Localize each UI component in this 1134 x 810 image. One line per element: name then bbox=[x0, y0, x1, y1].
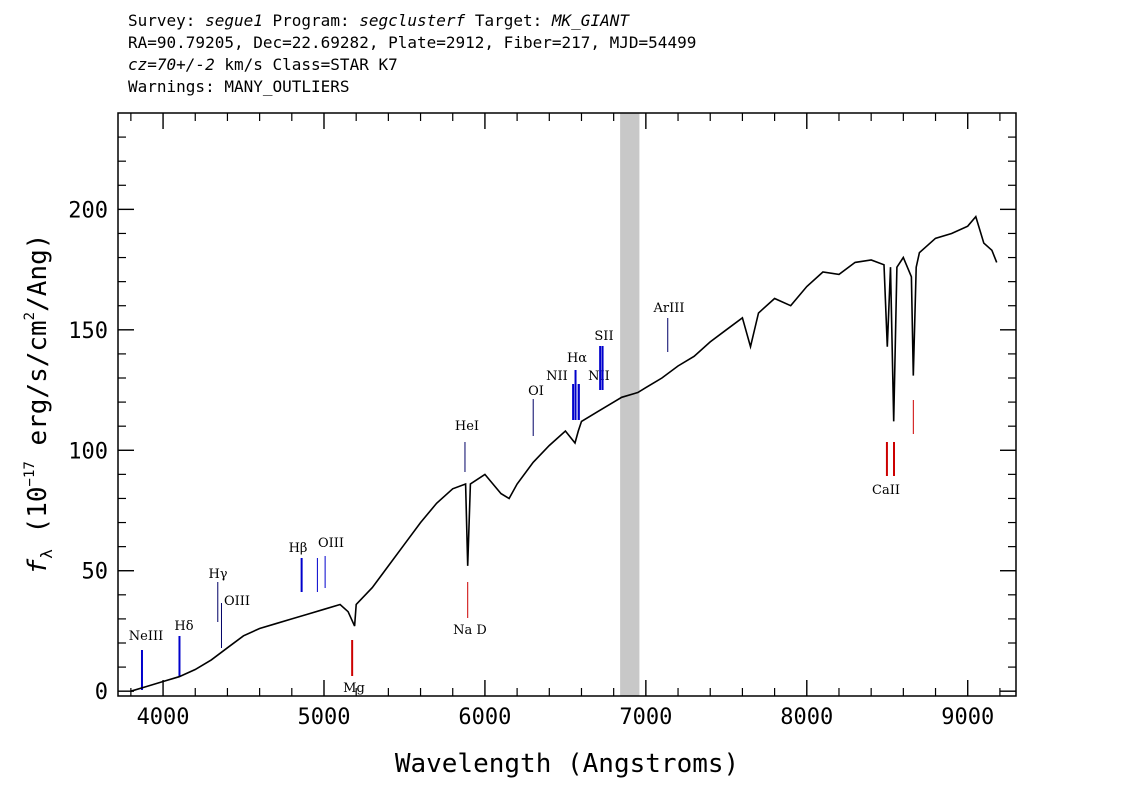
x-axis-label: Wavelength (Angstroms) bbox=[395, 749, 739, 779]
spectrum-header: Survey: segue1 Program: segclusterf Targ… bbox=[128, 10, 696, 98]
y-axis-label: fλ (10−17 erg/s/cm2/Ang) bbox=[22, 234, 56, 575]
header-line-target: Survey: segue1 Program: segclusterf Targ… bbox=[128, 10, 696, 32]
absorption-line-label: Mg bbox=[343, 681, 365, 696]
x-tick-label: 9000 bbox=[941, 705, 994, 730]
y-axis-label-part1: (10 bbox=[23, 486, 53, 549]
x-tick-label: 7000 bbox=[619, 705, 672, 730]
axis-ticks: 4000 5000 6000 7000 8000 9000 0 50 100 150 200 bbox=[68, 113, 1016, 730]
emission-line-label: Hδ bbox=[174, 619, 193, 634]
x-tick-label: 5000 bbox=[298, 705, 351, 730]
target-key: Target: bbox=[474, 11, 543, 30]
emission-line-label: Hα bbox=[567, 351, 587, 366]
emission-line-label: NeIII bbox=[129, 629, 163, 644]
y-axis-label-exp2: 2 bbox=[22, 312, 38, 320]
program-value: segclusterf bbox=[359, 11, 466, 30]
cz-value: cz=70+/-2 bbox=[128, 55, 215, 74]
y-tick-label: 200 bbox=[68, 198, 108, 223]
y-axis-label-part2: erg/s/cm bbox=[23, 320, 53, 461]
emission-line-label: HeI bbox=[455, 419, 479, 434]
header-line-redshift: cz=70+/-2 km/s Class=STAR K7 bbox=[128, 54, 696, 76]
x-tick-label: 6000 bbox=[458, 705, 511, 730]
class-value: km/s Class=STAR K7 bbox=[214, 55, 398, 74]
y-axis-label-lambda: λ bbox=[37, 549, 56, 559]
masked-wavelength-band bbox=[620, 113, 640, 696]
emission-line-label: SII bbox=[594, 329, 613, 344]
emission-line-label: NII bbox=[588, 369, 610, 384]
y-axis-label-f: f bbox=[23, 558, 53, 574]
absorption-line-label: CaII bbox=[872, 483, 900, 498]
program-key: Program: bbox=[272, 11, 350, 30]
emission-line-label: ArIII bbox=[652, 301, 684, 316]
survey-value: segue1 bbox=[205, 11, 263, 30]
y-tick-label: 0 bbox=[95, 680, 108, 705]
y-tick-label: 150 bbox=[68, 319, 108, 344]
spectrum-line bbox=[130, 214, 998, 692]
x-tick-label: 4000 bbox=[137, 705, 190, 730]
x-tick-label: 8000 bbox=[780, 705, 833, 730]
emission-line-label: Hβ bbox=[289, 541, 308, 556]
y-axis-label-exp: −17 bbox=[22, 461, 38, 486]
header-line-warnings: Warnings: MANY_OUTLIERS bbox=[128, 77, 350, 96]
emission-line-label: OIII bbox=[318, 536, 344, 551]
target-value: MK_GIANT bbox=[551, 11, 629, 30]
survey-key: Survey: bbox=[128, 11, 196, 30]
y-axis-label-part3: /Ang) bbox=[23, 234, 53, 312]
header-line-coordinates: RA=90.79205, Dec=22.69282, Plate=2912, F… bbox=[128, 33, 697, 52]
plot-frame bbox=[117, 112, 1017, 697]
emission-line-label: OI bbox=[528, 384, 544, 399]
emission-line-label: NII bbox=[546, 369, 568, 384]
absorption-line-label: Na D bbox=[453, 623, 487, 638]
y-tick-label: 50 bbox=[82, 560, 109, 585]
emission-line-label: OIII bbox=[224, 594, 250, 609]
y-tick-label: 100 bbox=[68, 439, 108, 464]
emission-line-label: Hγ bbox=[208, 567, 227, 582]
